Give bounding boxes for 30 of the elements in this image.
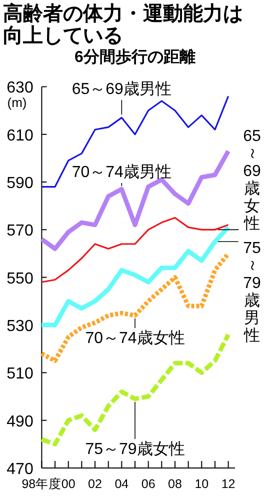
line-series (40, 216, 230, 283)
x-tick-label: 08 (168, 477, 182, 491)
y-tick-label: 530 (6, 318, 34, 336)
y-tick-label: 550 (6, 270, 34, 288)
series-label: 70～74歳男性 (72, 163, 172, 181)
series-label: 75～79歳女性 (85, 440, 185, 458)
x-tick-label: 02 (88, 477, 102, 491)
series-label: 65～69歳女性 (243, 128, 261, 232)
y-tick-label: 590 (6, 175, 34, 192)
series-label: 75～79歳男性 (243, 240, 261, 344)
y-tick-label: 610 (6, 127, 34, 144)
series-label: 65～69歳男性 (72, 80, 172, 98)
line-series (39, 148, 231, 251)
x-tick-label: 00 (61, 477, 76, 491)
y-tick-label: 630 (6, 80, 34, 97)
x-tick-label: 12 (221, 477, 236, 491)
y-tick-label: 470 (6, 461, 34, 478)
x-tick-label: 98年度 (22, 476, 62, 491)
y-tick-label: 490 (6, 413, 34, 430)
x-tick-label: 06 (141, 477, 156, 491)
chart-subtitle: 6分間歩行の距離 (74, 48, 196, 66)
y-axis-title: (m) (7, 95, 27, 110)
line-series (40, 95, 230, 188)
chart-title: 高齢者の体力・運動能力は向上している (3, 2, 243, 47)
line-series (39, 251, 231, 364)
x-tick-label: 04 (114, 477, 129, 491)
x-tick-label: 10 (194, 477, 209, 491)
y-tick-label: 510 (6, 366, 34, 383)
series-label: 70～74歳女性 (85, 329, 185, 347)
y-tick-label: 570 (6, 222, 34, 240)
